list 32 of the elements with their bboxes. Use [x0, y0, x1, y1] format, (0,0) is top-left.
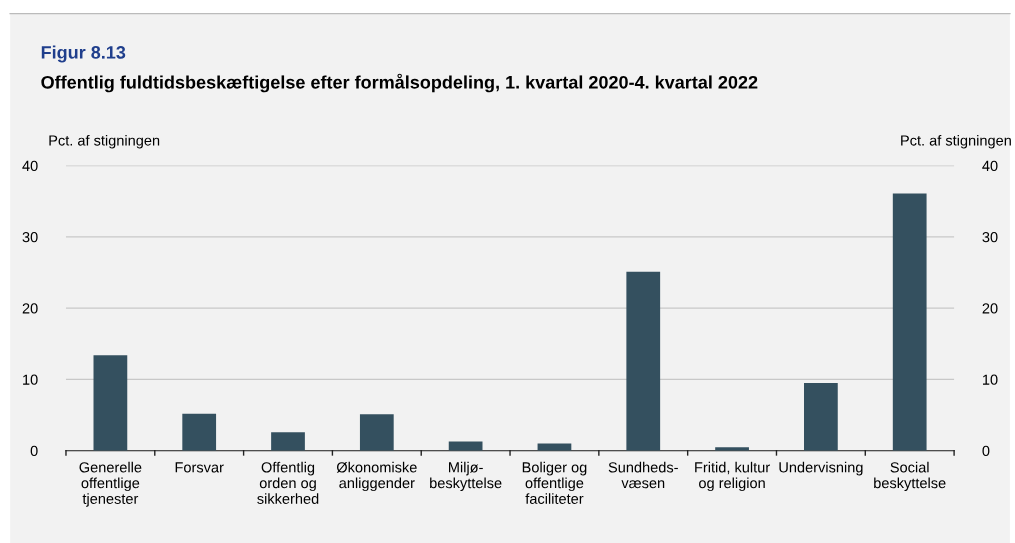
bar — [93, 355, 128, 451]
bar — [182, 413, 217, 451]
x-tick-label: Generelle offentlige tjenester — [79, 461, 142, 507]
y-axis-title: Pct. af stigningen — [49, 134, 160, 149]
x-tick-label: Undervisning — [779, 461, 863, 476]
y2-tick-label: 40 — [982, 160, 998, 172]
x-tick-label: Sundheds- væsen — [608, 461, 678, 489]
y-tick-label: 10 — [23, 374, 38, 385]
y-tick-label: 20 — [22, 303, 38, 314]
y-tick-label: 30 — [22, 231, 38, 243]
x-tick-label: Økonomiske anliggender — [336, 461, 417, 492]
bar — [359, 414, 394, 451]
chart-subtitle: Figur 8.13 — [41, 45, 126, 63]
y2-tick-label: 0 — [982, 445, 990, 457]
y2-tick-label: 30 — [982, 231, 998, 243]
x-tick-label: Boliger og offentlige faciliteter — [522, 461, 587, 504]
y2-tick-label: 20 — [982, 303, 998, 314]
y-tick-label: 40 — [22, 160, 38, 172]
x-tick-label: Offentlig orden og sikkerhed — [257, 461, 319, 504]
x-tick-label: Fritid, kultur og religion — [695, 461, 770, 492]
bar — [804, 382, 838, 451]
y2-tick-label: 10 — [982, 374, 998, 385]
x-tick-label: Social beskyttelse — [874, 461, 946, 492]
bar — [448, 441, 483, 451]
y-tick-label: 0 — [30, 445, 38, 457]
x-tick-label: Forsvar — [175, 462, 224, 473]
x-tick-label: Miljø- beskyttelse — [430, 461, 502, 492]
bar — [271, 432, 305, 451]
y2-axis-title: Pct. af stigningen — [901, 134, 1011, 149]
chart-title: Offentlig fuldtidsbeskæftigelse efter formålsopdeling, 1. kvartal 2020-4. kvartal 2022 — [41, 73, 758, 93]
bar — [626, 271, 661, 451]
bar — [892, 193, 927, 451]
